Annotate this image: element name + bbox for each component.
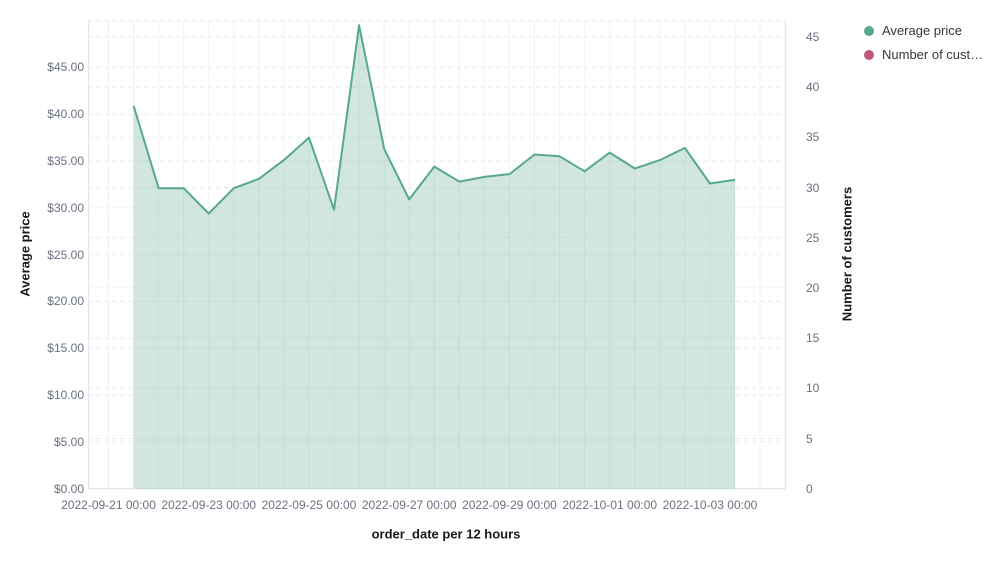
area-fill-average-price [133,25,735,489]
legend-label-number-of-customers: Number of cust… [882,47,984,62]
right-axis-tick: 25 [806,230,820,245]
area-line-average-price [132,24,736,215]
left-axis-tick: $35.00 [47,154,84,169]
left-axis-tick: $40.00 [47,107,84,122]
left-axis-tick: $30.00 [47,200,84,215]
right-axis-tick: 10 [806,381,820,396]
x-axis-title: order_date per 12 hours [371,526,521,542]
x-axis-tick: 2022-09-27 00:00 [361,498,457,512]
left-axis-title: Average price [17,211,33,297]
left-axis-tick: $15.00 [47,341,84,356]
legend: Average price Number of cust… [864,21,983,65]
right-axis-tick: 35 [806,130,820,145]
legend-dot-number-of-customers-icon [864,50,874,60]
legend-dot-average-price-icon [864,26,874,36]
x-axis-tick: 2022-10-03 00:00 [662,498,758,512]
x-axis-tick: 2022-09-25 00:00 [261,498,357,512]
x-axis-tick: 2022-09-23 00:00 [161,498,257,512]
left-axis-tick: $25.00 [47,247,84,262]
left-axis-tick: $10.00 [47,388,84,403]
left-axis-tick: $20.00 [47,294,84,309]
x-axis-tick: 2022-09-21 00:00 [61,498,156,512]
left-axis-tick: $5.00 [53,434,84,449]
right-axis-tick: 5 [806,431,813,446]
right-axis-tick: 45 [806,29,820,44]
right-axis-tick: 0 [806,481,813,496]
right-axis-tick: 15 [806,331,820,346]
x-axis-tick: 2022-10-01 00:00 [562,498,658,512]
legend-item-average-price[interactable]: Average price [864,21,983,41]
x-axis-tick: 2022-09-29 00:00 [462,498,557,512]
legend-label-average-price: Average price [882,23,962,38]
left-axis-tick: $45.00 [47,60,84,75]
left-axis-tick: $0.00 [53,481,84,496]
right-axis-title: Number of customers [839,186,855,322]
right-axis-tick: 20 [806,280,820,295]
legend-item-number-of-customers[interactable]: Number of cust… [864,45,983,65]
right-axis-tick: 40 [806,80,820,95]
right-axis-tick: 30 [806,180,820,195]
